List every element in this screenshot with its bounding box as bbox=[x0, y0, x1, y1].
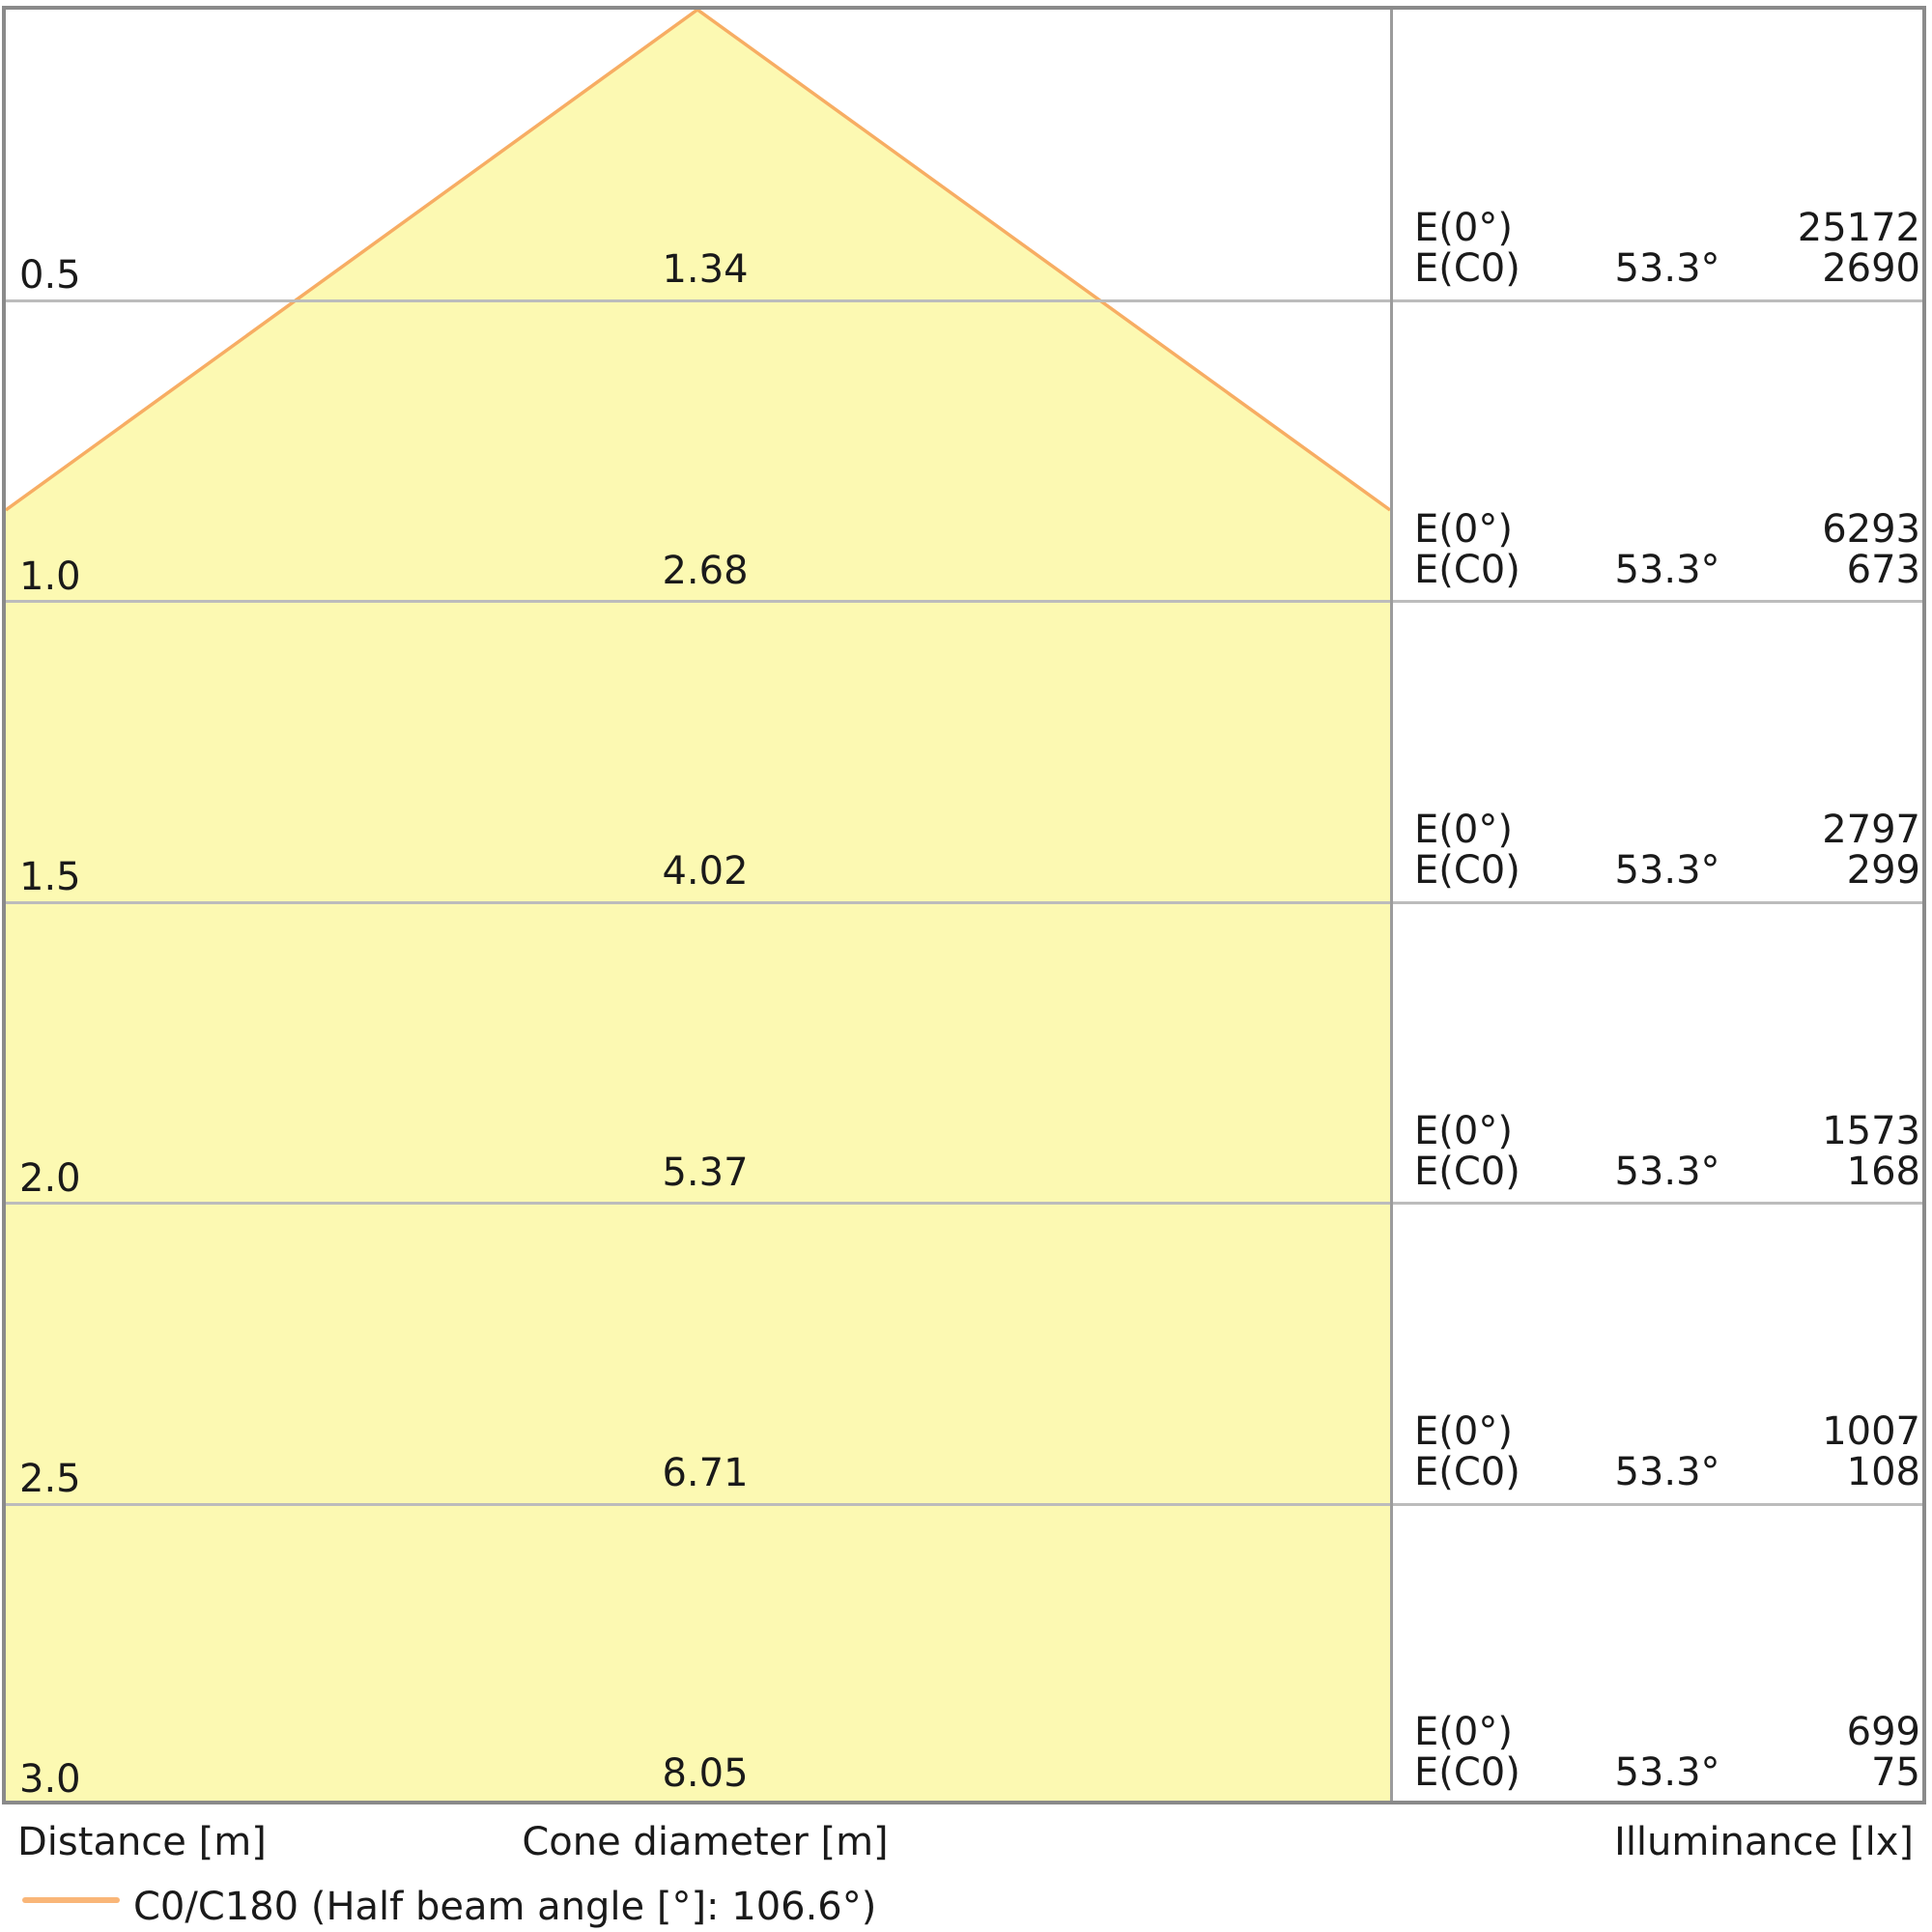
ec0-row: E(C0) 53.3° 673 bbox=[1414, 550, 1920, 590]
e0-row: E(0°) 25172 bbox=[1414, 208, 1920, 248]
e0-label: E(0°) bbox=[1414, 808, 1513, 852]
ec0-angle: 53.3° bbox=[1614, 1750, 1720, 1795]
ec0-value: 108 bbox=[1846, 1450, 1920, 1494]
ec0-label: E(C0) bbox=[1414, 848, 1520, 893]
ec0-value: 75 bbox=[1871, 1750, 1920, 1795]
e0-label: E(0°) bbox=[1414, 1409, 1513, 1454]
ec0-label: E(C0) bbox=[1414, 1750, 1520, 1795]
cone-edge-line bbox=[6, 10, 1390, 512]
e0-value: 1007 bbox=[1822, 1409, 1920, 1454]
illuminance-block-1-0m: E(0°) 6293 E(C0) 53.3° 673 bbox=[1414, 509, 1920, 590]
ec0-angle: 53.3° bbox=[1614, 246, 1720, 291]
e0-value: 1573 bbox=[1822, 1109, 1920, 1153]
e0-value: 25172 bbox=[1797, 206, 1920, 250]
distance-label: 2.5 bbox=[19, 1457, 81, 1501]
cone-diameter-axis-label: Cone diameter [m] bbox=[522, 1820, 889, 1864]
cone-diameter-label: 6.71 bbox=[662, 1451, 749, 1495]
illuminance-block-2-5m: E(0°) 1007 E(C0) 53.3° 108 bbox=[1414, 1411, 1920, 1492]
e0-row: E(0°) 1007 bbox=[1414, 1411, 1920, 1452]
e0-value: 699 bbox=[1846, 1710, 1920, 1754]
e0-row: E(0°) 6293 bbox=[1414, 509, 1920, 550]
e0-row: E(0°) 1573 bbox=[1414, 1111, 1920, 1151]
cone-diameter-label: 8.05 bbox=[662, 1751, 749, 1796]
illuminance-block-1-5m: E(0°) 2797 E(C0) 53.3° 299 bbox=[1414, 810, 1920, 891]
legend-label: C0/C180 (Half beam angle [°]: 106.6°) bbox=[133, 1885, 877, 1929]
ec0-value: 673 bbox=[1846, 548, 1920, 592]
ec0-angle: 53.3° bbox=[1614, 548, 1720, 592]
cone-fill bbox=[6, 10, 1390, 1801]
distance-label: 0.5 bbox=[19, 253, 81, 298]
ec0-row: E(C0) 53.3° 75 bbox=[1414, 1752, 1920, 1793]
distance-axis-label: Distance [m] bbox=[17, 1820, 267, 1864]
ec0-value: 2690 bbox=[1822, 246, 1920, 291]
distance-label: 1.5 bbox=[19, 855, 81, 899]
ec0-label: E(C0) bbox=[1414, 548, 1520, 592]
ec0-row: E(C0) 53.3° 299 bbox=[1414, 850, 1920, 891]
ec0-angle: 53.3° bbox=[1614, 1450, 1720, 1494]
e0-value: 2797 bbox=[1822, 808, 1920, 852]
panel-divider-line bbox=[1390, 10, 1393, 1801]
gridline-2-0m bbox=[6, 1202, 1922, 1205]
ec0-angle: 53.3° bbox=[1614, 1150, 1720, 1194]
legend-line-sample bbox=[22, 1897, 120, 1903]
gridline-2-5m bbox=[6, 1503, 1922, 1506]
distance-label: 1.0 bbox=[19, 554, 81, 599]
gridline-1-0m bbox=[6, 600, 1922, 603]
e0-row: E(0°) 699 bbox=[1414, 1712, 1920, 1752]
cone-diameter-label: 5.37 bbox=[662, 1151, 749, 1195]
cone-diameter-label: 2.68 bbox=[662, 549, 749, 593]
illuminance-axis-label: Illuminance [lx] bbox=[1614, 1820, 1914, 1864]
e0-row: E(0°) 2797 bbox=[1414, 810, 1920, 850]
distance-label: 2.0 bbox=[19, 1156, 81, 1201]
cone-diameter-label: 4.02 bbox=[662, 849, 749, 894]
e0-label: E(0°) bbox=[1414, 1710, 1513, 1754]
e0-label: E(0°) bbox=[1414, 507, 1513, 552]
ec0-label: E(C0) bbox=[1414, 1150, 1520, 1194]
distance-label: 3.0 bbox=[19, 1757, 81, 1802]
ec0-value: 299 bbox=[1846, 848, 1920, 893]
illuminance-block-3-0m: E(0°) 699 E(C0) 53.3° 75 bbox=[1414, 1712, 1920, 1793]
illuminance-block-0-5m: E(0°) 25172 E(C0) 53.3° 2690 bbox=[1414, 208, 1920, 289]
illuminance-block-2-0m: E(0°) 1573 E(C0) 53.3° 168 bbox=[1414, 1111, 1920, 1192]
e0-label: E(0°) bbox=[1414, 1109, 1513, 1153]
ec0-row: E(C0) 53.3° 2690 bbox=[1414, 248, 1920, 289]
ec0-row: E(C0) 53.3° 108 bbox=[1414, 1452, 1920, 1492]
ec0-value: 168 bbox=[1846, 1150, 1920, 1194]
gridline-0-5m bbox=[6, 299, 1922, 302]
gridline-1-5m bbox=[6, 901, 1922, 904]
e0-value: 6293 bbox=[1822, 507, 1920, 552]
ec0-label: E(C0) bbox=[1414, 1450, 1520, 1494]
light-cone-shape bbox=[6, 10, 1390, 1801]
e0-label: E(0°) bbox=[1414, 206, 1513, 250]
cone-diameter-label: 1.34 bbox=[662, 247, 749, 292]
ec0-label: E(C0) bbox=[1414, 246, 1520, 291]
ec0-angle: 53.3° bbox=[1614, 848, 1720, 893]
ec0-row: E(C0) 53.3° 168 bbox=[1414, 1151, 1920, 1192]
